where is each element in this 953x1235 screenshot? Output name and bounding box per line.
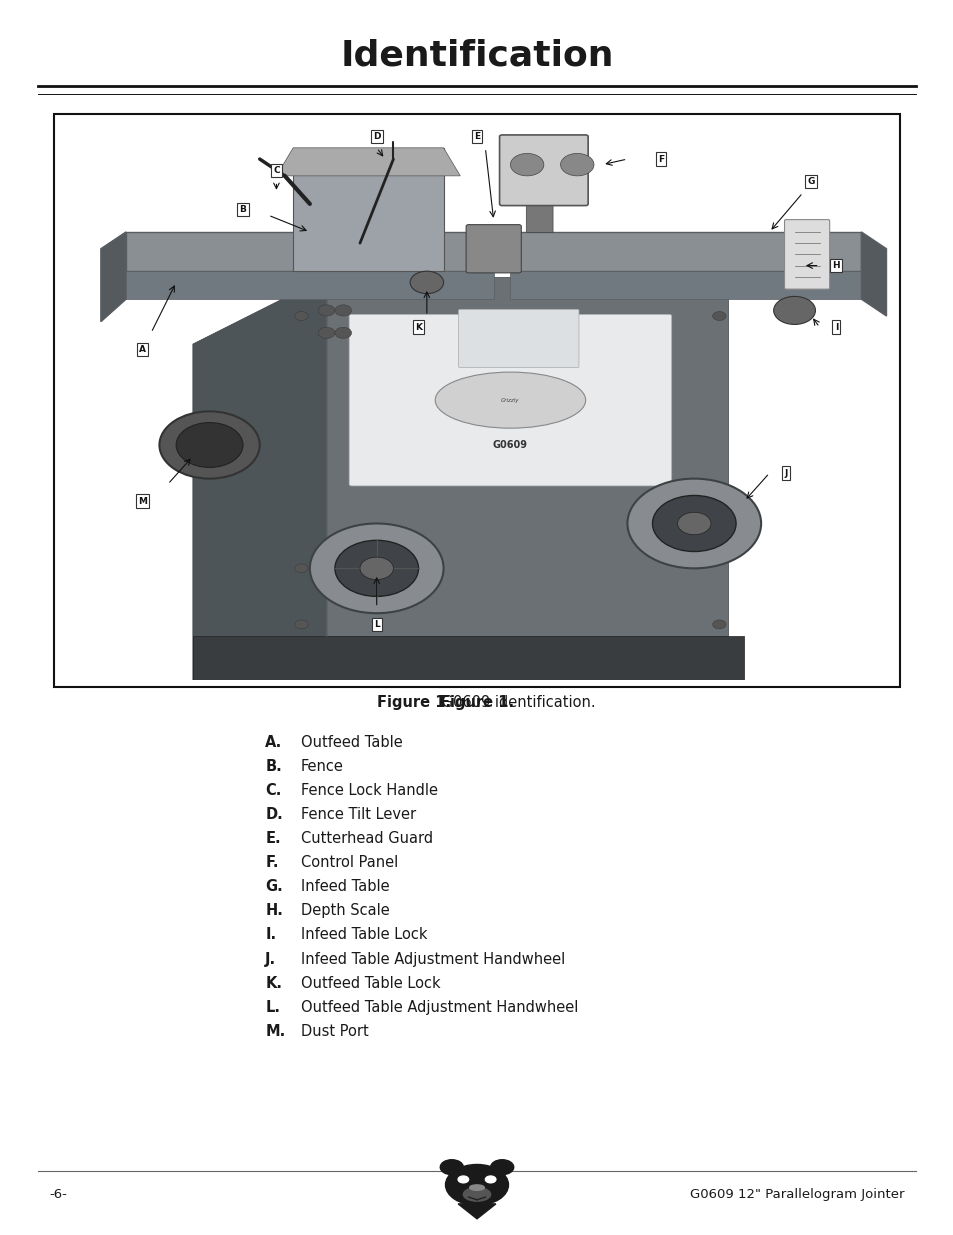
- Text: A.: A.: [265, 735, 282, 750]
- Text: Control Panel: Control Panel: [300, 855, 397, 871]
- Text: G: G: [807, 177, 814, 186]
- Circle shape: [773, 296, 815, 325]
- Text: I: I: [834, 322, 837, 332]
- Polygon shape: [193, 277, 326, 680]
- Text: Fence Tilt Lever: Fence Tilt Lever: [300, 808, 416, 823]
- Circle shape: [359, 557, 393, 579]
- Text: M: M: [138, 496, 147, 505]
- Circle shape: [318, 327, 335, 338]
- Circle shape: [318, 305, 335, 316]
- Text: Figure 1.: Figure 1.: [376, 695, 451, 710]
- Circle shape: [294, 564, 308, 573]
- Text: -6-: -6-: [50, 1188, 68, 1200]
- Text: H: H: [832, 261, 840, 270]
- Text: J: J: [783, 468, 787, 478]
- Circle shape: [712, 620, 725, 629]
- Polygon shape: [193, 636, 743, 680]
- Circle shape: [335, 327, 352, 338]
- Circle shape: [318, 283, 335, 294]
- Text: Figure 1.: Figure 1.: [439, 695, 514, 710]
- Polygon shape: [101, 232, 126, 321]
- Text: I.: I.: [265, 927, 276, 942]
- FancyBboxPatch shape: [499, 135, 588, 205]
- Text: L.: L.: [265, 1000, 280, 1015]
- Text: Infeed Table: Infeed Table: [300, 879, 389, 894]
- Circle shape: [560, 153, 594, 175]
- Circle shape: [410, 272, 443, 294]
- Text: Outfeed Table Lock: Outfeed Table Lock: [300, 976, 439, 990]
- Text: H.: H.: [265, 904, 283, 919]
- Circle shape: [439, 1160, 463, 1174]
- Text: Outfeed Table Adjustment Handwheel: Outfeed Table Adjustment Handwheel: [300, 1000, 578, 1015]
- Ellipse shape: [469, 1184, 484, 1191]
- Circle shape: [627, 479, 760, 568]
- Polygon shape: [326, 277, 727, 636]
- Circle shape: [712, 311, 725, 321]
- Polygon shape: [293, 148, 443, 272]
- Text: B.: B.: [265, 758, 282, 774]
- Text: C: C: [273, 165, 279, 175]
- Text: J.: J.: [265, 951, 276, 967]
- FancyBboxPatch shape: [783, 220, 829, 289]
- Circle shape: [294, 620, 308, 629]
- Text: Fence Lock Handle: Fence Lock Handle: [300, 783, 437, 798]
- Circle shape: [652, 495, 736, 552]
- Text: A: A: [139, 345, 146, 354]
- Circle shape: [457, 1176, 468, 1183]
- Text: Outfeed Table: Outfeed Table: [300, 735, 402, 750]
- Text: D.: D.: [265, 808, 283, 823]
- Text: B: B: [239, 205, 246, 214]
- Text: D: D: [373, 132, 380, 141]
- Text: M.: M.: [265, 1024, 285, 1039]
- Text: G0609 12" Parallelogram Jointer: G0609 12" Parallelogram Jointer: [689, 1188, 903, 1200]
- Circle shape: [159, 411, 259, 479]
- Circle shape: [445, 1165, 508, 1205]
- Text: E.: E.: [265, 831, 280, 846]
- Text: G0609: G0609: [493, 440, 527, 450]
- Circle shape: [335, 541, 418, 597]
- Circle shape: [677, 513, 710, 535]
- Text: Depth Scale: Depth Scale: [300, 904, 389, 919]
- Text: K: K: [415, 322, 421, 332]
- Circle shape: [310, 524, 443, 614]
- Text: E: E: [474, 132, 479, 141]
- FancyBboxPatch shape: [466, 225, 520, 273]
- FancyBboxPatch shape: [349, 315, 671, 485]
- Text: Infeed Table Adjustment Handwheel: Infeed Table Adjustment Handwheel: [300, 951, 564, 967]
- Circle shape: [490, 1160, 514, 1174]
- Polygon shape: [861, 232, 885, 316]
- Polygon shape: [126, 232, 494, 272]
- Polygon shape: [276, 148, 459, 175]
- Text: K.: K.: [265, 976, 282, 990]
- Polygon shape: [510, 272, 861, 299]
- Bar: [54, 114, 899, 687]
- Circle shape: [335, 283, 352, 294]
- Polygon shape: [101, 232, 126, 321]
- Text: G0609 identification.: G0609 identification.: [436, 695, 595, 710]
- Text: C.: C.: [265, 783, 281, 798]
- Text: Identification: Identification: [340, 38, 613, 73]
- Ellipse shape: [463, 1188, 490, 1202]
- Text: Grizzly: Grizzly: [500, 398, 519, 403]
- Text: Dust Port: Dust Port: [300, 1024, 368, 1039]
- Text: G.: G.: [265, 879, 283, 894]
- Text: Cutterhead Guard: Cutterhead Guard: [300, 831, 432, 846]
- Circle shape: [176, 422, 243, 467]
- Text: Fence: Fence: [300, 758, 343, 774]
- Text: Figure 1. G0609 identification.: Figure 1. G0609 identification.: [366, 695, 587, 710]
- Polygon shape: [510, 232, 861, 272]
- Circle shape: [294, 311, 308, 321]
- Polygon shape: [457, 1204, 496, 1219]
- Polygon shape: [126, 272, 494, 299]
- Text: F: F: [658, 154, 663, 163]
- Circle shape: [335, 305, 352, 316]
- Circle shape: [485, 1176, 496, 1183]
- Text: Infeed Table Lock: Infeed Table Lock: [300, 927, 427, 942]
- Ellipse shape: [435, 372, 585, 429]
- Circle shape: [510, 153, 543, 175]
- FancyBboxPatch shape: [526, 204, 553, 232]
- Text: L: L: [374, 620, 379, 629]
- Text: F.: F.: [265, 855, 278, 871]
- FancyBboxPatch shape: [458, 309, 578, 368]
